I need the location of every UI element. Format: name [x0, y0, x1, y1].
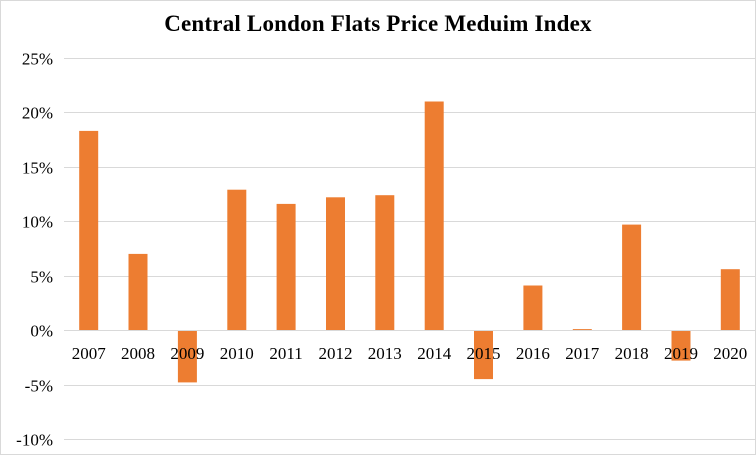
gridlines	[64, 58, 755, 440]
y-tick-label: 20%	[22, 104, 53, 123]
bar-2011	[276, 203, 296, 331]
y-tick-label: -5%	[25, 377, 53, 396]
x-tick-label: 2015	[467, 344, 501, 363]
y-tick-label: 5%	[30, 268, 53, 287]
bar-2019	[671, 330, 691, 361]
x-tick-label: 2013	[368, 344, 402, 363]
bar-2013	[375, 195, 395, 331]
bar-2010	[227, 189, 247, 331]
bar-2020	[720, 269, 740, 331]
x-tick-label: 2020	[713, 344, 747, 363]
x-tick-label: 2011	[269, 344, 302, 363]
y-tick-label: -10%	[16, 431, 53, 450]
y-tick-label: 10%	[22, 213, 53, 232]
x-tick-label: 2009	[170, 344, 204, 363]
bar-2009	[177, 330, 197, 383]
y-tick-label: 15%	[22, 159, 53, 178]
x-tick-label: 2019	[664, 344, 698, 363]
x-tick-label: 2014	[417, 344, 452, 363]
bar-2017	[572, 329, 592, 331]
x-tick-label: 2016	[516, 344, 550, 363]
bars	[79, 101, 740, 383]
x-axis-tick-labels: 2007 2008 2009 2010 2011 2012 2013 2014 2015 2016…	[72, 344, 748, 363]
x-tick-label: 2012	[319, 344, 353, 363]
bar-2014	[424, 101, 444, 331]
bar-2016	[523, 285, 543, 331]
y-axis-tick-labels: -10% -5% 0% 5% 10% 15% 20% 25%	[16, 50, 53, 450]
x-tick-label: 2017	[565, 344, 600, 363]
x-tick-label: 2018	[615, 344, 649, 363]
bar-2015	[474, 330, 493, 380]
x-tick-label: 2010	[220, 344, 254, 363]
chart-title: Central London Flats Price Meduim Index	[164, 11, 592, 36]
bar-2012	[326, 197, 345, 331]
x-tick-label: 2007	[72, 344, 107, 363]
bar-2018	[622, 224, 642, 331]
bar-2007	[79, 130, 99, 331]
y-tick-label: 25%	[22, 50, 53, 69]
y-tick-label: 0%	[30, 322, 53, 341]
bar-2008	[128, 253, 148, 331]
x-tick-label: 2008	[121, 344, 155, 363]
